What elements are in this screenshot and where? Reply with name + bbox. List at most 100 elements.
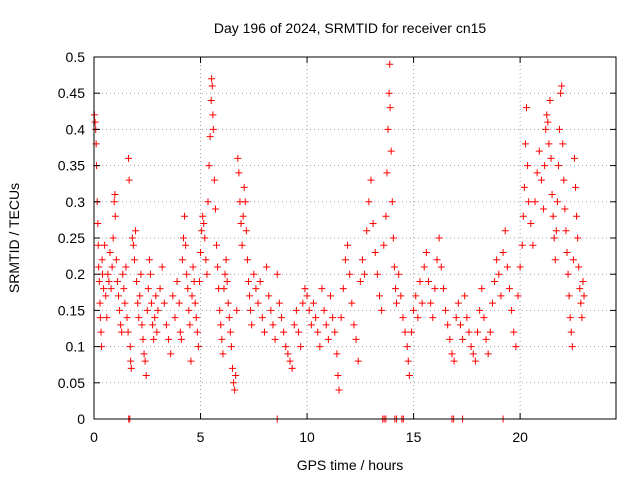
data-point: [123, 314, 131, 322]
data-point: [219, 350, 227, 358]
y-tick-label: 0.1: [66, 339, 86, 355]
data-point: [420, 263, 428, 271]
data-point: [239, 212, 247, 220]
data-point: [263, 263, 271, 271]
data-point: [454, 299, 462, 307]
data-point: [227, 343, 235, 351]
data-point: [126, 343, 134, 351]
data-point: [531, 198, 539, 206]
data-point: [230, 379, 238, 387]
data-point: [309, 299, 317, 307]
data-point: [433, 256, 441, 264]
data-point: [397, 292, 405, 300]
data-point: [171, 314, 179, 322]
data-point: [149, 321, 157, 329]
data-point: [145, 256, 153, 264]
data-point: [461, 292, 469, 300]
data-point: [98, 256, 106, 264]
data-point: [248, 321, 256, 329]
data-point: [152, 292, 160, 300]
data-point: [514, 292, 522, 300]
data-point: [324, 335, 332, 343]
data-point: [297, 343, 305, 351]
data-point: [101, 241, 109, 249]
data-point: [213, 241, 221, 249]
data-point: [333, 350, 341, 358]
x-axis-label: GPS time / hours: [297, 457, 404, 473]
data-point: [233, 306, 241, 314]
data-point: [418, 299, 426, 307]
data-point: [176, 328, 184, 336]
data-point: [129, 241, 137, 249]
data-point: [235, 169, 243, 177]
data-point: [141, 357, 149, 365]
data-point: [570, 154, 578, 162]
data-point: [380, 241, 388, 249]
data-point: [554, 162, 562, 170]
data-point: [191, 299, 199, 307]
data-point: [117, 321, 125, 329]
data-point: [250, 270, 258, 278]
data-point: [256, 277, 264, 285]
data-point: [484, 350, 492, 358]
data-point: [541, 162, 549, 170]
data-point: [358, 256, 366, 264]
data-point: [148, 299, 156, 307]
data-point: [113, 277, 121, 285]
data-point: [206, 133, 214, 141]
chart-title: Day 196 of 2024, SRMTID for receiver cn1…: [214, 20, 487, 36]
data-point: [307, 321, 315, 329]
data-point: [551, 256, 559, 264]
data-point: [395, 270, 403, 278]
data-point: [94, 241, 102, 249]
data-point: [140, 350, 148, 358]
data-point: [326, 292, 334, 300]
data-point: [182, 241, 190, 249]
data-point: [154, 306, 162, 314]
data-point: [510, 328, 518, 336]
data-point: [94, 220, 102, 228]
data-point: [553, 198, 561, 206]
data-point: [221, 270, 229, 278]
data-point: [208, 75, 216, 83]
data-point: [207, 96, 215, 104]
data-point: [465, 328, 473, 336]
data-point: [290, 321, 298, 329]
data-point: [480, 314, 488, 322]
data-point: [299, 299, 307, 307]
data-point: [521, 140, 529, 148]
data-point: [252, 285, 260, 293]
data-point: [378, 306, 386, 314]
data-point: [320, 306, 328, 314]
data-point: [211, 205, 219, 213]
data-point: [367, 176, 375, 184]
data-point: [405, 372, 413, 380]
x-tick-label: 10: [299, 429, 315, 445]
data-point: [156, 285, 164, 293]
data-point: [435, 234, 443, 242]
data-point: [552, 227, 560, 235]
data-point: [225, 314, 233, 322]
data-point: [231, 386, 239, 394]
data-point: [384, 125, 392, 133]
data-point: [214, 263, 222, 271]
data-point: [183, 270, 191, 278]
data-point: [558, 82, 566, 90]
data-point: [559, 140, 567, 148]
data-point: [518, 241, 526, 249]
data-point: [189, 263, 197, 271]
data-point: [316, 343, 324, 351]
data-point: [260, 328, 268, 336]
data-point: [437, 263, 445, 271]
data-point: [545, 140, 553, 148]
data-point: [482, 335, 490, 343]
data-point: [135, 314, 143, 322]
data-point: [407, 328, 415, 336]
data-point: [505, 285, 513, 293]
data-point: [476, 306, 484, 314]
data-point: [194, 343, 202, 351]
data-point: [224, 299, 232, 307]
data-point: [124, 328, 132, 336]
data-point: [237, 220, 245, 228]
data-point: [562, 227, 570, 235]
